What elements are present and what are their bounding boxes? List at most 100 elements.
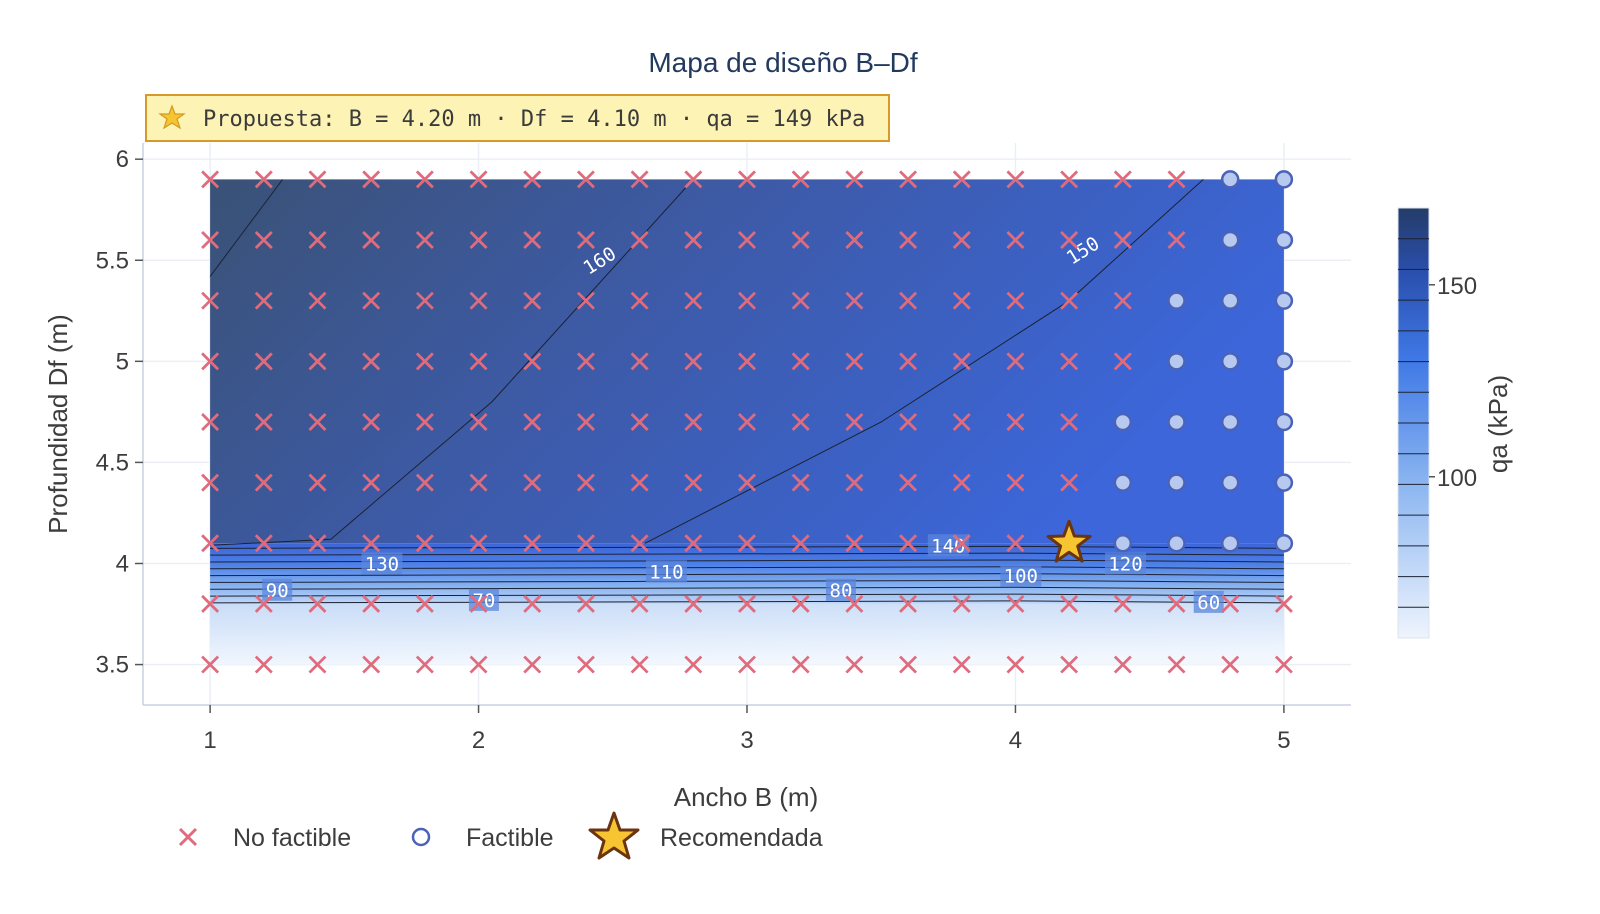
contour-label: 80 bbox=[825, 578, 856, 602]
no-factible-point bbox=[415, 412, 434, 431]
no-factible-point bbox=[1167, 170, 1186, 189]
no-factible-point bbox=[952, 291, 971, 310]
chart-title: Mapa de diseño B–Df bbox=[648, 47, 918, 78]
no-factible-point bbox=[845, 594, 864, 613]
no-factible-point bbox=[1113, 594, 1132, 613]
no-factible-point bbox=[738, 291, 756, 310]
no-factible-point bbox=[1060, 170, 1079, 189]
no-factible-point bbox=[576, 534, 595, 553]
contour-label-text: 120 bbox=[1108, 553, 1142, 575]
no-factible-point bbox=[845, 655, 864, 674]
no-factible-point bbox=[201, 655, 220, 674]
colorbar-ticks: 100 150 bbox=[1398, 238, 1477, 608]
no-factible-point bbox=[576, 594, 595, 613]
no-factible-point bbox=[1006, 473, 1025, 492]
x-axis-label: Ancho B (m) bbox=[674, 782, 819, 812]
no-factible-point bbox=[1006, 655, 1025, 674]
no-factible-point bbox=[362, 291, 381, 310]
recommended-markers bbox=[1046, 519, 1092, 563]
circle-marker-icon bbox=[411, 827, 431, 847]
no-factible-point bbox=[791, 231, 810, 250]
no-factible-point bbox=[469, 170, 488, 189]
factible-point bbox=[1274, 352, 1294, 371]
no-factible-point bbox=[362, 170, 381, 189]
no-factible-point bbox=[791, 352, 810, 371]
no-factible-point bbox=[738, 412, 756, 431]
legend-item-no-factible[interactable]: No factible bbox=[178, 824, 351, 852]
no-factible-point bbox=[684, 655, 703, 674]
no-factible-point bbox=[1006, 594, 1025, 613]
no-factible-point bbox=[523, 534, 542, 553]
colorbar: 100 150 qa (kPa) bbox=[1397, 207, 1513, 639]
no-factible-point bbox=[791, 473, 810, 492]
no-factible-point bbox=[1113, 170, 1132, 189]
no-factible-point bbox=[308, 655, 327, 674]
y-axis-ticks: 3.5 4 4.5 5 5.5 6 bbox=[96, 146, 143, 679]
no-factible-point bbox=[415, 655, 434, 674]
contour-lines bbox=[209, 179, 1284, 604]
no-factible-point bbox=[952, 534, 971, 553]
contour-label-text: 130 bbox=[365, 553, 399, 575]
y-tick-label: 3.5 bbox=[96, 652, 129, 679]
no-factible-point bbox=[254, 534, 273, 553]
no-factible-point bbox=[362, 412, 381, 431]
factible-point bbox=[1274, 473, 1294, 492]
factible-point bbox=[1167, 534, 1186, 553]
no-factible-point bbox=[254, 352, 273, 371]
no-factible-point bbox=[952, 473, 971, 492]
no-factible-point bbox=[952, 170, 971, 189]
no-factible-point bbox=[791, 170, 810, 189]
y-tick-label: 4 bbox=[116, 550, 129, 577]
no-factible-point bbox=[630, 291, 649, 310]
contour-line bbox=[210, 179, 694, 546]
annotation-text: Propuesta: B = 4.20 m · Df = 4.10 m · qa… bbox=[203, 107, 865, 132]
no-factible-point bbox=[845, 231, 864, 250]
no-factible-point bbox=[791, 655, 810, 674]
no-factible-point bbox=[1221, 594, 1240, 613]
no-factible-point bbox=[576, 412, 595, 431]
x-tick-label: 5 bbox=[1277, 727, 1290, 754]
no-factible-point bbox=[201, 231, 220, 250]
no-factible-point bbox=[523, 291, 542, 310]
no-factible-point bbox=[1060, 473, 1079, 492]
contour-line bbox=[644, 179, 1204, 544]
no-factible-point bbox=[899, 352, 918, 371]
y-tick-label: 6 bbox=[116, 146, 129, 173]
no-factible-point bbox=[952, 594, 971, 613]
colorbar-tick-label: 150 bbox=[1437, 273, 1477, 300]
no-factible-point bbox=[523, 352, 542, 371]
no-factible-point bbox=[415, 231, 434, 250]
no-factible-point bbox=[576, 231, 595, 250]
contour-label-text: 140 bbox=[931, 535, 965, 557]
x-tick-label: 3 bbox=[740, 727, 753, 754]
no-factible-point bbox=[899, 412, 918, 431]
no-factible-point bbox=[415, 352, 434, 371]
factible-point bbox=[1113, 412, 1133, 432]
x-axis-ticks: 1 2 3 4 5 bbox=[203, 705, 1291, 754]
star-icon bbox=[158, 104, 186, 130]
factible-point bbox=[1167, 352, 1186, 371]
no-factible-point bbox=[469, 534, 488, 553]
legend-item-recomendada[interactable]: Recomendada bbox=[588, 811, 823, 860]
no-factible-point bbox=[576, 655, 595, 674]
y-tick-label: 4.5 bbox=[96, 449, 129, 476]
no-factible-point bbox=[1006, 291, 1025, 310]
no-factible-point bbox=[362, 352, 381, 371]
no-factible-point bbox=[845, 412, 864, 431]
y-axis-label: Profundidad Df (m) bbox=[43, 314, 73, 534]
no-factible-point bbox=[576, 170, 595, 189]
no-factible-point bbox=[1221, 655, 1240, 674]
no-factible-point bbox=[523, 412, 542, 431]
no-factible-point bbox=[362, 473, 381, 492]
no-factible-point bbox=[415, 473, 434, 492]
no-factible-point bbox=[576, 352, 595, 371]
no-factible-point bbox=[952, 231, 971, 250]
no-factible-point bbox=[1113, 655, 1132, 674]
no-factible-point bbox=[254, 655, 273, 674]
no-factible-point bbox=[308, 170, 327, 189]
legend-item-factible[interactable]: Factible bbox=[411, 824, 554, 852]
contour-label-text: 100 bbox=[1004, 566, 1038, 588]
no-factible-point bbox=[469, 655, 488, 674]
no-factible-point bbox=[1006, 352, 1025, 371]
no-factible-point bbox=[1274, 594, 1293, 613]
